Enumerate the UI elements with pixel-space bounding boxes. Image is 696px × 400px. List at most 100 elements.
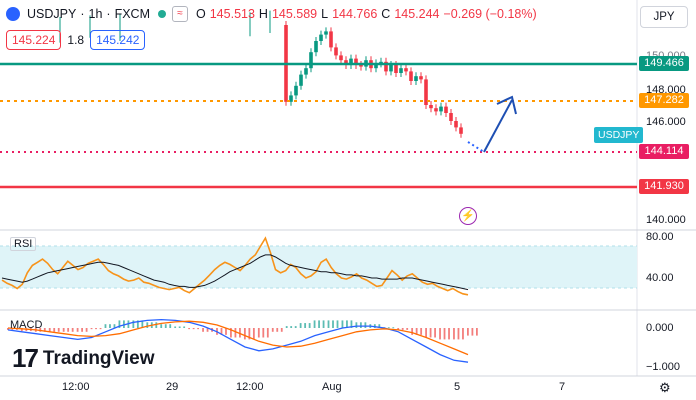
macd-histogram-bar	[183, 326, 186, 328]
gear-icon[interactable]: ⚙	[659, 380, 671, 395]
macd-histogram-bar	[239, 328, 241, 338]
macd-histogram-bar	[178, 326, 181, 328]
candle-body	[444, 106, 448, 113]
candle-body	[304, 68, 308, 75]
spread-value: 1.8	[67, 33, 85, 47]
macd-histogram-bar	[266, 328, 269, 338]
macd-histogram-bar	[118, 320, 121, 328]
macd-histogram-bar	[476, 328, 478, 336]
level-label-resistance-147[interactable]: 147.282	[639, 93, 689, 108]
macd-histogram-bar	[197, 328, 200, 330]
macd-histogram-bar	[104, 324, 107, 328]
candle-body	[374, 63, 378, 69]
macd-histogram-bar	[467, 328, 469, 336]
level-label-resistance-149[interactable]: 149.466	[639, 56, 689, 71]
tradingview-logo: 17 TradingView	[12, 343, 155, 374]
macd-histogram-bar	[355, 322, 358, 328]
candle-body	[339, 55, 343, 61]
symbol-header[interactable]: USDJPY · 1h · FXCM ≈ O 145.513 H 145.589 L…	[6, 6, 537, 22]
candle-body	[294, 85, 298, 96]
macd-histogram-bar	[290, 326, 293, 328]
macd-histogram-bar	[76, 328, 79, 332]
candle-body	[404, 68, 408, 72]
symbol-tag: USDJPY	[594, 127, 644, 143]
macd-histogram-bar	[85, 328, 88, 332]
macd-histogram-bar	[155, 322, 158, 328]
macd-histogram-bar	[425, 328, 427, 338]
macd-histogram-bar	[271, 328, 274, 332]
macd-histogram-bar	[20, 328, 23, 332]
macd-histogram-bar	[99, 328, 102, 330]
candle-body	[379, 61, 383, 64]
candle-body	[314, 41, 318, 53]
price-indicator-icon[interactable]: ≈	[172, 6, 188, 22]
macd-histogram-bar	[192, 328, 195, 330]
candle-body	[324, 31, 328, 35]
currency-selector[interactable]: JPY	[640, 6, 688, 28]
interval[interactable]: 1h	[88, 7, 103, 21]
candle-body	[384, 61, 388, 72]
macd-tick: −1.000	[646, 361, 680, 373]
macd-histogram-bar	[57, 328, 60, 332]
rsi-tick: 80.00	[646, 231, 674, 243]
rsi-ma-line	[1, 254, 469, 291]
macd-histogram-bar	[169, 324, 172, 328]
usd-flag-icon	[6, 7, 20, 21]
macd-histogram-bar	[350, 320, 353, 328]
horizontal-levels	[0, 62, 637, 189]
projection-arrow[interactable]	[467, 95, 517, 153]
macd-histogram-bar	[7, 328, 9, 330]
level-label-support-144[interactable]: 144.114	[639, 144, 689, 159]
macd-histogram-bar	[471, 328, 474, 336]
candle-body	[349, 58, 353, 65]
macd-histogram-bar	[397, 328, 400, 330]
macd-histogram-bar	[443, 328, 446, 340]
logo-text: TradingView	[42, 347, 155, 369]
time-tick: 12:00	[62, 381, 90, 393]
macd-histogram-bar	[280, 328, 283, 332]
macd-histogram-bar	[160, 324, 163, 328]
macd-histogram-bar	[387, 327, 390, 329]
macd-histogram-bar	[53, 328, 56, 332]
symbol-name[interactable]: USDJPY	[27, 7, 77, 21]
macd-histogram-bar	[285, 326, 288, 328]
macd-histogram-bar	[294, 326, 297, 328]
rsi-tick: 40.00	[646, 272, 674, 284]
candle-body	[359, 65, 363, 67]
macd-histogram-bar	[11, 328, 14, 330]
candle-body	[439, 106, 443, 112]
macd-histogram-bar	[202, 328, 204, 332]
level-label-support-141[interactable]: 141.930	[639, 179, 689, 194]
macd-histogram-bar	[434, 328, 436, 338]
macd-histogram-bar	[378, 324, 381, 328]
macd-histogram-bar	[81, 328, 83, 332]
rsi-label[interactable]: RSI	[10, 237, 37, 251]
buy-price-button[interactable]: 145.242	[90, 30, 146, 50]
ohlc-high: 145.589	[271, 7, 318, 21]
macd-histogram-bar	[230, 328, 232, 338]
macd-histogram-bar	[276, 328, 279, 332]
macd-histogram-bar	[48, 328, 51, 332]
macd-histogram-bar	[327, 320, 330, 328]
sell-price-button[interactable]: 145.224	[6, 30, 62, 50]
candle-body	[309, 52, 313, 69]
candle-body	[289, 95, 293, 102]
flash-icon[interactable]: ⚡	[459, 207, 477, 225]
candle-body	[449, 113, 453, 121]
candle-body	[424, 79, 428, 105]
macd-label[interactable]: MACD	[10, 319, 43, 331]
macd-histogram-bar	[462, 328, 464, 340]
macd-histogram-bar	[318, 320, 320, 328]
candle-body	[394, 65, 398, 73]
market-status-dot-icon	[158, 10, 166, 18]
macd-histogram-bar	[206, 328, 209, 332]
macd-histogram-bar	[262, 328, 265, 338]
tradingview-logo-icon: 17	[12, 343, 39, 373]
candle-body	[399, 68, 403, 73]
candle-body	[354, 58, 358, 65]
macd-histogram-bar	[164, 324, 167, 328]
macd-histogram-bar	[123, 320, 125, 328]
candle-body	[329, 31, 333, 48]
macd-histogram-bar	[304, 323, 307, 328]
